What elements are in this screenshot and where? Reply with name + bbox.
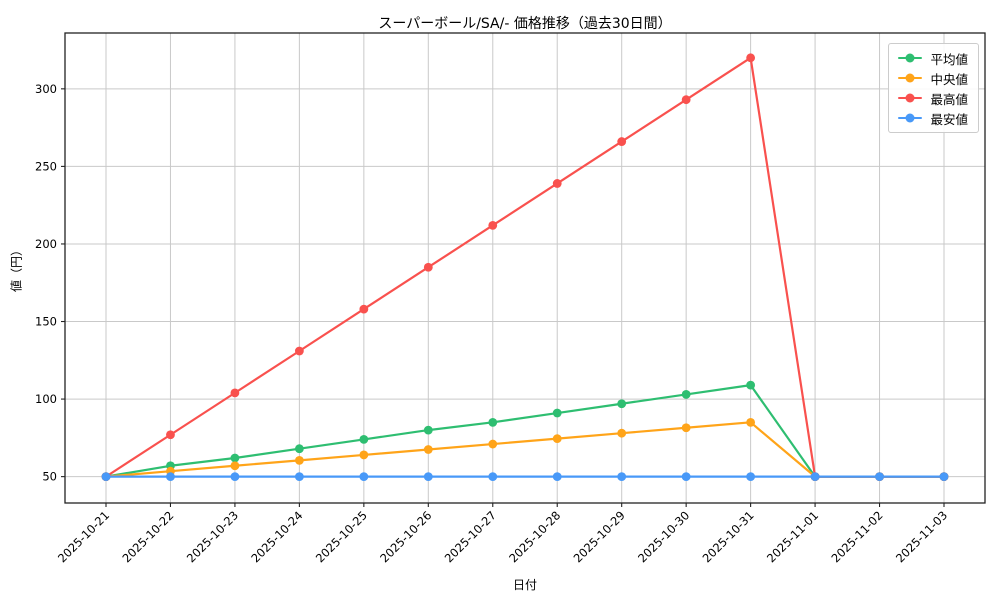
y-tick-label: 50 — [42, 470, 57, 484]
data-point-max — [488, 220, 498, 230]
x-tick-label: 2025-10-21 — [55, 508, 112, 565]
series-line-median — [105, 421, 944, 478]
data-point-min — [294, 472, 304, 482]
data-point-max — [166, 430, 175, 440]
x-tick-label: 2025-11-02 — [828, 508, 885, 565]
tick-marks — [61, 88, 945, 507]
series-line-max — [105, 56, 944, 478]
data-point-min — [939, 472, 949, 482]
plot-frame — [64, 32, 986, 504]
data-point-min — [552, 472, 562, 482]
data-point-min — [359, 472, 369, 482]
data-point-min — [166, 472, 175, 482]
chart-title: スーパーボール/SA/- 価格推移（過去30日間） — [378, 16, 672, 32]
y-tick-label: 300 — [35, 82, 57, 96]
data-point-average — [617, 399, 627, 409]
x-tick-label: 2025-11-01 — [764, 508, 821, 565]
legend-label-min: 最安値 — [930, 111, 968, 127]
data-point-min — [617, 472, 627, 482]
x-tick-label: 2025-10-30 — [635, 508, 692, 565]
x-tick-label: 2025-10-23 — [184, 508, 241, 565]
y-tick-labels: 50 100 150 200 250 300 — [35, 82, 57, 484]
x-tick-label: 2025-10-25 — [313, 508, 370, 565]
data-point-average — [230, 453, 240, 463]
data-point-median — [681, 423, 691, 433]
x-tick-label: 2025-10-27 — [442, 508, 499, 565]
data-point-min — [488, 472, 498, 482]
legend-item-min: 最安値 — [898, 110, 968, 127]
x-axis-label: 日付 — [512, 578, 537, 592]
data-point-min — [101, 472, 111, 482]
x-tick-label: 2025-10-24 — [248, 508, 305, 565]
gridlines — [65, 33, 985, 503]
data-point-average — [488, 417, 498, 427]
y-tick-label: 100 — [35, 392, 57, 406]
data-point-min — [810, 472, 820, 482]
series-min — [101, 472, 949, 482]
x-tick-label: 2025-10-29 — [571, 508, 628, 565]
data-point-average — [681, 390, 691, 399]
data-point-average — [359, 435, 369, 444]
data-point-max — [617, 137, 627, 146]
data-point-median — [617, 428, 627, 438]
data-point-average — [746, 380, 756, 390]
legend-item-max: 最高値 — [898, 90, 968, 107]
data-point-median — [746, 417, 756, 427]
x-tick-label: 2025-10-22 — [119, 508, 176, 565]
legend-marker-max — [898, 93, 923, 103]
data-point-max — [552, 179, 562, 188]
data-point-min — [423, 472, 433, 482]
data-point-median — [230, 461, 240, 471]
legend-dot-average — [905, 53, 915, 63]
data-point-max — [423, 262, 433, 272]
data-point-average — [552, 408, 562, 418]
y-tick-label: 250 — [35, 159, 57, 173]
legend-marker-median — [898, 73, 923, 83]
legend-dot-max — [905, 93, 915, 103]
legend: 平均値 中央値 最高値 最安値 — [888, 43, 979, 133]
legend-dot-min — [905, 113, 915, 123]
data-point-median — [423, 445, 433, 454]
legend-dot-median — [905, 73, 915, 83]
data-point-min — [875, 472, 884, 482]
series-median — [101, 417, 949, 482]
data-point-median — [552, 434, 562, 444]
data-point-max — [359, 304, 369, 314]
data-point-median — [488, 439, 498, 449]
data-point-max — [230, 388, 240, 398]
legend-label-median: 中央値 — [930, 71, 968, 87]
y-tick-label: 150 — [35, 315, 57, 329]
x-tick-labels: 2025-10-21 2025-10-22 2025-10-23 2025-10-24… — [55, 508, 950, 565]
data-point-median — [294, 455, 304, 465]
data-point-max — [294, 346, 304, 356]
legend-item-median: 中央値 — [898, 70, 968, 87]
data-point-max — [746, 53, 756, 63]
legend-label-max: 最高値 — [930, 91, 968, 107]
series-line-average — [105, 384, 944, 478]
x-tick-label: 2025-10-26 — [377, 508, 434, 565]
data-point-average — [294, 444, 304, 454]
data-point-average — [423, 425, 433, 435]
legend-item-average: 平均値 — [898, 50, 968, 67]
data-point-min — [681, 472, 691, 482]
x-tick-label: 2025-10-31 — [700, 508, 757, 565]
legend-marker-min — [898, 113, 923, 123]
data-point-median — [359, 450, 369, 460]
legend-label-average: 平均値 — [930, 51, 968, 67]
x-tick-label: 2025-10-28 — [506, 508, 563, 565]
data-point-max — [681, 95, 691, 105]
data-point-min — [746, 472, 756, 482]
y-tick-label: 200 — [35, 237, 57, 251]
x-tick-label: 2025-11-03 — [893, 508, 950, 565]
data-point-min — [230, 472, 240, 482]
legend-marker-average — [898, 53, 923, 63]
